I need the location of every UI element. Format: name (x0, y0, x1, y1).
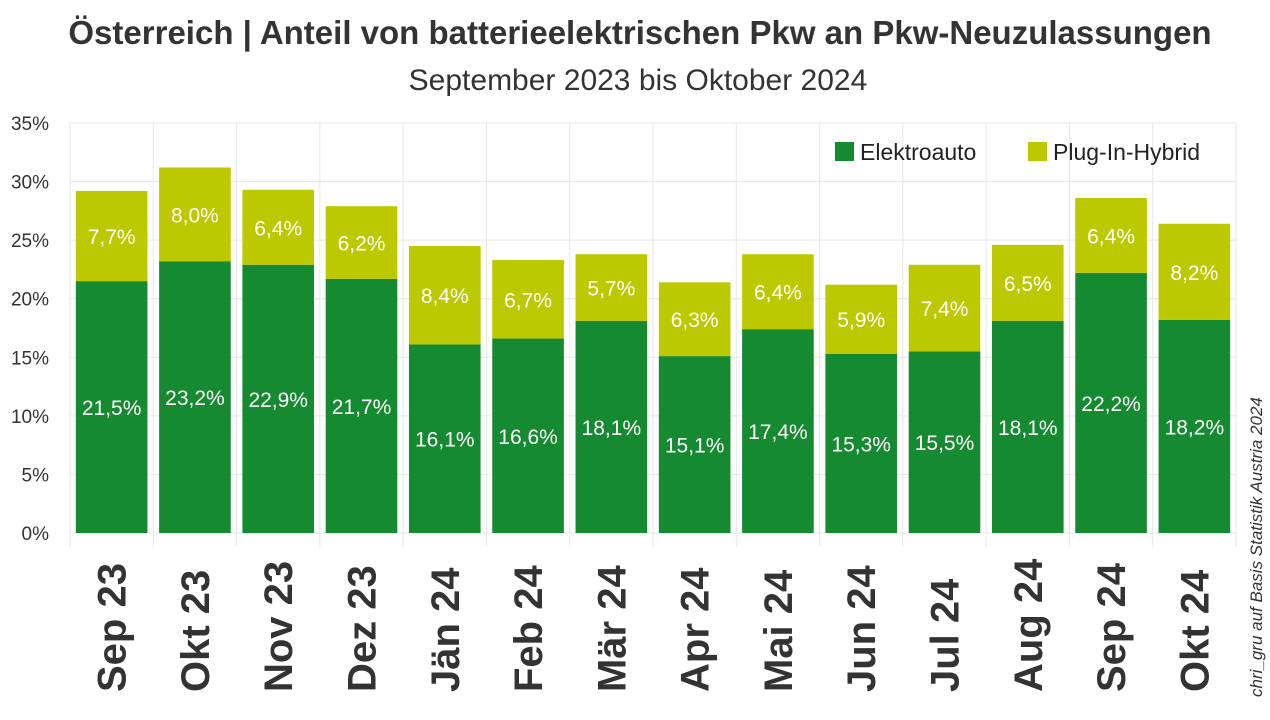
data-label-plug-in-hybrid: 6,7% (504, 289, 552, 312)
bar-plug-in-hybrid (658, 282, 731, 357)
x-tick-label: Okt 24 (1173, 569, 1217, 692)
y-tick-label: 15% (11, 348, 49, 369)
data-label-elektroauto: 21,7% (332, 396, 392, 419)
bar-plug-in-hybrid (75, 190, 148, 282)
x-tick-label: Jul 24 (924, 578, 968, 692)
x-tick-label: Dez 23 (341, 565, 385, 692)
bar-elektroauto (742, 329, 814, 533)
data-label-elektroauto: 21,5% (82, 397, 142, 420)
data-label-elektroauto: 17,4% (748, 421, 808, 444)
y-tick-label: 25% (11, 231, 49, 252)
data-label-elektroauto: 15,1% (665, 435, 725, 458)
bar-plug-in-hybrid (492, 260, 564, 339)
data-label-plug-in-hybrid: 5,7% (587, 278, 635, 301)
x-tick-label: Nov 23 (257, 561, 301, 692)
x-tick-label: Mär 24 (590, 565, 634, 692)
x-tick-label: Apr 24 (674, 567, 718, 692)
data-label-plug-in-hybrid: 8,2% (1170, 262, 1218, 285)
data-label-elektroauto: 18,1% (582, 417, 642, 440)
bar-elektroauto (159, 261, 231, 533)
y-tick-label: 5% (22, 465, 50, 486)
data-label-plug-in-hybrid: 6,3% (671, 309, 719, 332)
bar-plug-in-hybrid (242, 189, 315, 265)
data-labels: 21,5% 7,7% 23,2% 8,0% 22,9% 6,4% 21,7% 6,2% 16,1… (82, 204, 1224, 457)
data-label-elektroauto: 15,5% (915, 432, 975, 455)
bar-elektroauto (908, 351, 981, 533)
y-tick-label: 35% (11, 114, 49, 135)
data-label-plug-in-hybrid: 6,5% (1004, 273, 1052, 296)
x-tick-label: Jun 24 (840, 565, 884, 692)
data-label-plug-in-hybrid: 6,2% (338, 232, 386, 255)
bar-plug-in-hybrid (1075, 197, 1147, 273)
data-label-plug-in-hybrid: 7,4% (921, 298, 969, 321)
bar-elektroauto (575, 320, 648, 533)
legend-label-plug-in-hybrid: Plug-In-Hybrid (1053, 139, 1200, 165)
y-tick-label: 0% (22, 524, 50, 545)
bar-elektroauto (325, 278, 398, 533)
legend-swatch-elektroauto (835, 142, 854, 161)
y-tick-label: 30% (11, 173, 49, 194)
y-axis: 0% 5% 10% 15% 20% 25% 30% 35% (11, 114, 49, 545)
y-tick-label: 10% (11, 407, 49, 428)
data-label-elektroauto: 16,1% (415, 429, 475, 452)
bar-plug-in-hybrid (408, 246, 481, 345)
x-tick-label: Mai 24 (757, 569, 801, 692)
data-label-elektroauto: 15,3% (831, 433, 891, 456)
data-label-elektroauto: 18,2% (1165, 416, 1225, 439)
data-label-elektroauto: 18,1% (998, 417, 1058, 440)
data-label-plug-in-hybrid: 5,9% (837, 309, 885, 332)
source-note: chri_gru auf Basis Statistik Austria 202… (1247, 397, 1266, 697)
data-label-elektroauto: 23,2% (165, 387, 225, 410)
bar-plug-in-hybrid (575, 254, 648, 321)
chart-title: Österreich | Anteil von batterieelektris… (68, 14, 1211, 51)
bar-plug-in-hybrid (908, 264, 981, 352)
legend: Elektroauto Plug-In-Hybrid (835, 139, 1200, 165)
bar-elektroauto (242, 264, 315, 533)
data-label-plug-in-hybrid: 8,0% (171, 204, 219, 227)
bar-elektroauto (1158, 319, 1231, 533)
bar-elektroauto (1075, 272, 1147, 533)
bar-plug-in-hybrid (159, 167, 231, 262)
x-tick-label: Okt 23 (174, 570, 218, 692)
bar-plug-in-hybrid (325, 206, 398, 279)
x-tick-label: Feb 24 (507, 565, 551, 692)
legend-swatch-plug-in-hybrid (1028, 142, 1047, 161)
bar-plug-in-hybrid (991, 244, 1064, 321)
data-label-plug-in-hybrid: 7,7% (88, 226, 136, 249)
data-label-elektroauto: 16,6% (498, 426, 558, 449)
x-axis: Sep 23 Okt 23 Nov 23 Dez 23 Jän 24 Feb 24 Mär … (91, 558, 1218, 692)
bar-elektroauto (825, 353, 898, 533)
x-tick-label: Sep 23 (91, 563, 135, 692)
data-label-elektroauto: 22,2% (1081, 393, 1141, 416)
x-tick-label: Aug 24 (1007, 558, 1051, 692)
bar-plug-in-hybrid (825, 284, 898, 354)
bar-plug-in-hybrid (1158, 223, 1231, 320)
bar-elektroauto (75, 281, 148, 533)
data-label-plug-in-hybrid: 6,4% (754, 282, 802, 305)
y-tick-label: 20% (11, 290, 49, 311)
data-label-plug-in-hybrid: 6,4% (254, 217, 302, 240)
bar-elektroauto (658, 356, 731, 533)
bar-elektroauto (991, 320, 1064, 533)
bar-plug-in-hybrid (742, 254, 814, 330)
bars (75, 167, 1231, 533)
data-label-elektroauto: 22,9% (248, 389, 308, 412)
x-tick-label: Sep 24 (1090, 562, 1134, 692)
data-label-plug-in-hybrid: 8,4% (421, 285, 469, 308)
bar-elektroauto (408, 344, 481, 533)
x-tick-label: Jän 24 (424, 567, 468, 692)
bar-elektroauto (492, 338, 564, 533)
legend-label-elektroauto: Elektroauto (860, 139, 976, 165)
chart-subtitle: September 2023 bis Oktober 2024 (409, 64, 868, 97)
data-label-plug-in-hybrid: 6,4% (1087, 225, 1135, 248)
